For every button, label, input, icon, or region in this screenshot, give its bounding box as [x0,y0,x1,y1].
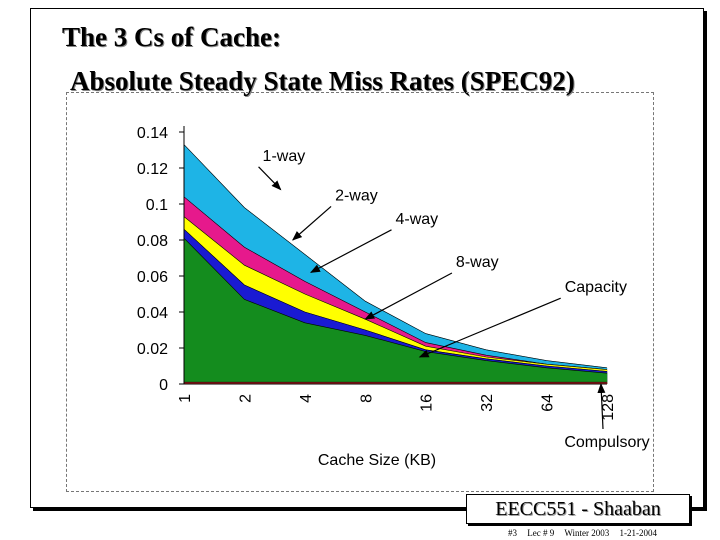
footer-date: 1-21-2004 [619,528,657,538]
x-tick-label: 16 [419,394,436,412]
annotation-4-way-label: 4-way [396,211,439,228]
annotation-capacity-arrow [418,297,561,358]
x-tick-label: 64 [540,394,557,412]
footer-slide-number: #3 [508,528,517,538]
footer-term: Winter 2003 [564,528,610,538]
annotation-8-way-label: 8-way [456,254,499,271]
slide-title: The 3 Cs of Cache: [62,22,281,52]
y-tick-label: 0.06 [137,269,168,286]
annotation-compulsory-arrow [597,383,606,430]
x-tick-label: 8 [358,394,375,403]
footer-course-label: EECC551 - Shaaban [495,498,661,520]
annotation-8-way-arrow [364,272,453,320]
area-1-way-edge [183,144,608,369]
footer-meta: #3 Lec # 9 Winter 2003 1-21-2004 [508,528,665,538]
chart-container: 0 0.02 0.04 0.06 0.08 0.1 0.12 0.14 1 2 4 8 16 32 64 12… [66,92,654,492]
annotation-2-way-label: 2-way [335,187,378,204]
annotation-capacity-label: Capacity [565,279,627,296]
annotation-1-way-arrow [258,166,282,191]
x-tick-label: 4 [298,394,315,403]
x-tick-label: 1 [177,394,194,403]
x-tick-label: 2 [237,394,254,403]
annotation-4-way-arrow [310,229,392,273]
footer-course-box: EECC551 - Shaaban [466,494,690,524]
area-capacity-edge [183,237,608,374]
y-tick-label: 0.02 [137,341,168,358]
annotation-1-way-label: 1-way [263,148,306,165]
x-axis-title: Cache Size (KB) [318,452,436,469]
footer-lecture: Lec # 9 [527,528,555,538]
y-tick-label: 0.14 [137,125,168,142]
y-tick-label: 0.12 [137,161,168,178]
slide-frame [30,8,704,508]
annotation-2-way-arrow [292,205,332,241]
area-8-way-edge [183,228,608,372]
x-tick-label: 32 [479,394,496,412]
y-tick-label: 0.1 [146,197,168,214]
y-tick-label: 0.04 [137,305,168,322]
y-tick-label: 0.08 [137,233,168,250]
y-tick-label: 0 [159,377,168,394]
annotation-compulsory-label: Compulsory [564,434,649,451]
miss-rate-chart: 0 0.02 0.04 0.06 0.08 0.1 0.12 0.14 1 2 4 8 16 32 64 12… [137,125,650,469]
x-tick-label: 128 [600,394,617,421]
area-4-way-edge [183,216,608,370]
slide-subtitle: Absolute Steady State Miss Rates (SPEC92… [70,66,575,96]
